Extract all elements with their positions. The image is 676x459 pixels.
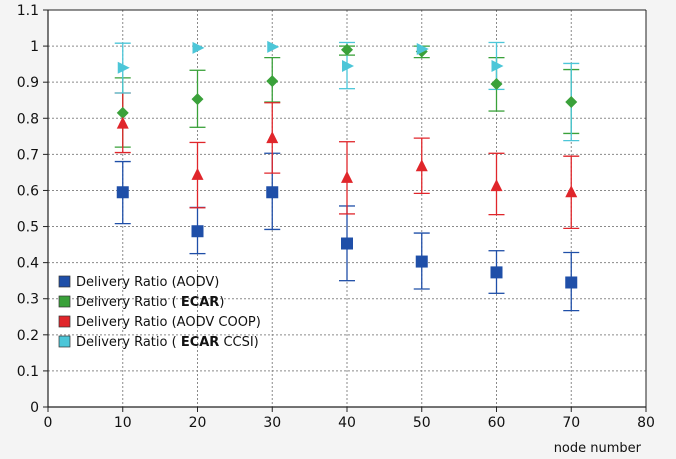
x-tick-label: 30	[263, 415, 281, 431]
legend-entry: Delivery Ratio ( ECAR)	[76, 295, 224, 310]
y-tick-label: 0.3	[17, 292, 39, 308]
data-point-right-triangle	[192, 41, 205, 54]
y-tick-label: 0.4	[17, 256, 39, 272]
legend-swatch	[58, 295, 71, 308]
data-point-right-triangle	[267, 40, 280, 53]
data-point-triangle	[116, 116, 129, 129]
x-tick-label: 70	[562, 415, 580, 431]
data-point-square	[116, 186, 129, 199]
data-point-right-triangle	[117, 61, 130, 74]
x-tick-labels: 0 10 20 30 40 50 60 70 80	[44, 415, 655, 431]
data-point-square	[415, 255, 428, 268]
legend-swatch	[58, 335, 71, 348]
legend-entry: Delivery Ratio ( ECAR CCSI)	[76, 335, 259, 350]
y-tick-label: 0.1	[17, 364, 39, 380]
data-point-right-triangle	[491, 59, 504, 72]
data-point-diamond	[490, 77, 503, 90]
data-point-square	[565, 276, 578, 289]
data-point-triangle	[565, 185, 578, 198]
data-point-square	[266, 186, 279, 199]
data-point-right-triangle	[416, 42, 429, 55]
x-tick-label: 50	[413, 415, 431, 431]
legend-entry: Delivery Ratio (AODV)	[76, 275, 219, 290]
data-point-triangle	[490, 179, 503, 192]
x-tick-label: 80	[637, 415, 655, 431]
data-point-triangle	[341, 170, 353, 183]
x-tick-label: 10	[114, 415, 132, 431]
data-point-diamond	[341, 43, 353, 56]
y-tick-label: 0.7	[17, 147, 39, 163]
data-point-diamond	[266, 75, 279, 88]
x-tick-label: 40	[338, 415, 356, 431]
axes	[43, 9, 647, 412]
data-point-triangle	[415, 159, 428, 172]
data-point-square	[341, 237, 353, 250]
data-point-diamond	[565, 96, 578, 109]
data-point-square	[490, 266, 503, 279]
y-tick-label: 0.5	[17, 220, 39, 236]
legend-entry: Delivery Ratio (AODV COOP)	[76, 315, 261, 330]
legend-swatch	[58, 315, 71, 328]
x-axis-label: node number	[554, 441, 642, 456]
data-point-diamond	[116, 106, 129, 119]
data-point-diamond	[191, 93, 204, 106]
y-tick-label: 1.1	[17, 3, 39, 19]
legend-swatch	[58, 275, 71, 288]
y-tick-label: 0	[30, 400, 39, 416]
y-tick-label: 0.9	[17, 75, 39, 91]
data-markers	[116, 40, 578, 289]
y-tick-label: 1	[30, 39, 39, 55]
y-tick-labels: 0 0.1 0.2 0.3 0.4 0.5 0.6 0.7 0.8 0.9 1 1.1	[17, 3, 39, 416]
y-tick-label: 0.6	[17, 183, 39, 199]
y-tick-label: 0.2	[17, 328, 39, 344]
data-point-square	[191, 225, 204, 238]
data-point-triangle	[191, 167, 204, 180]
x-tick-label: 20	[189, 415, 207, 431]
legend: Delivery Ratio (AODV) Delivery Ratio ( EC…	[58, 275, 261, 350]
data-point-triangle	[266, 131, 279, 144]
data-point-right-triangle	[342, 59, 354, 72]
x-tick-label: 0	[44, 415, 53, 431]
y-tick-label: 0.8	[17, 111, 39, 127]
x-tick-label: 60	[488, 415, 506, 431]
